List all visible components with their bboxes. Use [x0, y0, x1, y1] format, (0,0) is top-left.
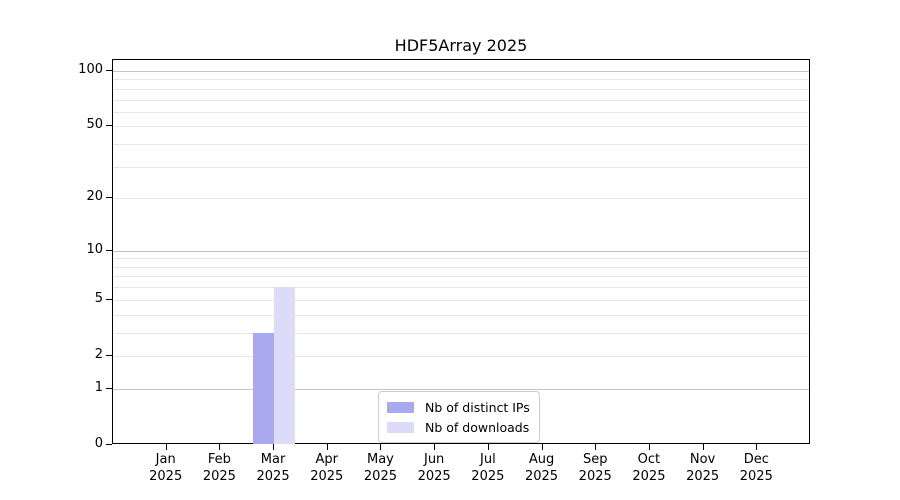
gridline — [113, 287, 809, 289]
y-tick-label: 2 — [94, 346, 103, 362]
x-tick-label: Sep 2025 — [578, 452, 612, 484]
x-tick-label: May 2025 — [363, 452, 397, 484]
legend-swatch-downloads — [387, 421, 414, 433]
gridline — [113, 144, 809, 146]
y-tick-label: 20 — [86, 189, 103, 205]
x-tick-label: Aug 2025 — [524, 452, 559, 484]
x-tick — [273, 444, 275, 450]
bar-distinct-ips — [253, 332, 275, 444]
gridline — [113, 266, 809, 268]
legend: Nb of distinct IPs Nb of downloads — [378, 391, 540, 443]
y-tick-label: 10 — [86, 241, 103, 257]
x-tick — [648, 444, 650, 450]
chart-title: HDF5Array 2025 — [394, 36, 528, 55]
legend-label-distinct-ips: Nb of distinct IPs — [425, 399, 530, 415]
gridline — [113, 79, 809, 81]
y-tick — [106, 387, 112, 389]
legend-swatch-distinct-ips — [387, 401, 414, 413]
gridline — [113, 314, 809, 316]
x-tick-label: Apr 2025 — [310, 452, 344, 484]
x-tick-label: Jan 2025 — [149, 452, 183, 484]
y-tick-label: 100 — [78, 62, 103, 77]
y-tick-label: 50 — [86, 117, 103, 133]
gridline — [113, 388, 809, 390]
gridline — [113, 71, 809, 72]
x-tick — [595, 444, 597, 450]
x-tick — [165, 444, 167, 450]
bar-downloads — [274, 287, 296, 444]
x-tick — [380, 444, 382, 450]
plot-area — [112, 59, 810, 444]
gridline — [113, 250, 809, 252]
y-tick — [106, 70, 112, 71]
gridline — [113, 276, 809, 278]
gridline — [113, 299, 809, 301]
x-tick — [219, 444, 221, 450]
y-tick — [106, 354, 112, 356]
x-tick — [326, 444, 328, 450]
y-tick — [106, 444, 112, 445]
legend-label-downloads: Nb of downloads — [425, 419, 530, 435]
x-tick-label: Oct 2025 — [632, 452, 666, 484]
y-tick — [106, 197, 112, 199]
y-tick-label: 1 — [94, 379, 103, 395]
y-tick-label: 0 — [94, 436, 103, 451]
x-tick — [487, 444, 489, 450]
x-tick-label: Nov 2025 — [686, 452, 720, 484]
legend-item-downloads: Nb of downloads — [387, 417, 530, 437]
y-tick-label: 5 — [94, 290, 103, 306]
x-tick-label: Mar 2025 — [256, 452, 290, 484]
x-tick — [541, 444, 543, 450]
y-tick — [106, 249, 112, 251]
x-tick-label: Feb 2025 — [202, 452, 236, 484]
y-tick — [106, 298, 112, 300]
x-tick — [434, 444, 436, 450]
x-tick — [756, 444, 758, 450]
gridline — [113, 111, 809, 113]
gridline — [113, 198, 809, 200]
gridline — [113, 258, 809, 260]
x-tick-label: Dec 2025 — [739, 452, 773, 484]
gridline — [113, 355, 809, 357]
x-tick-label: Jun 2025 — [417, 452, 451, 484]
gridline — [113, 88, 809, 90]
gridline — [113, 166, 809, 168]
gridline — [113, 126, 809, 128]
gridline — [113, 332, 809, 334]
x-tick — [702, 444, 704, 450]
y-tick — [106, 125, 112, 127]
x-tick-label: Jul 2025 — [471, 452, 505, 484]
legend-item-distinct-ips: Nb of distinct IPs — [387, 397, 530, 417]
gridline — [113, 99, 809, 101]
